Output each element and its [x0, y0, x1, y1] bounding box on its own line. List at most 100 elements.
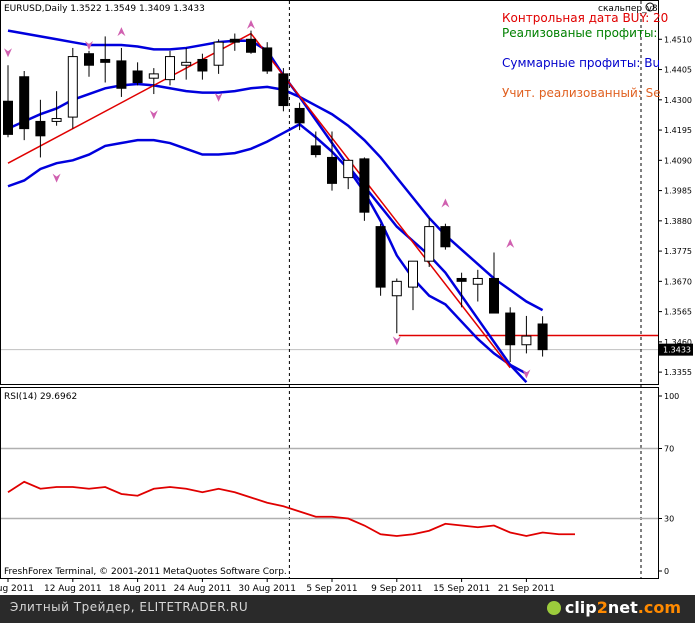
candle-body — [100, 58, 111, 63]
candle-21 — [343, 159, 354, 190]
signal-marker-down-5 — [214, 92, 223, 102]
signal-marker-down-10 — [522, 369, 531, 379]
candle-body — [51, 118, 62, 122]
rsi-label: RSI(14) 29.6962 — [4, 392, 77, 402]
candle-body — [343, 159, 354, 179]
candle-body — [294, 107, 305, 124]
candle-4 — [67, 47, 78, 129]
candle-body — [197, 58, 208, 72]
candle-5 — [84, 50, 94, 77]
candle-body — [262, 47, 273, 72]
candle-body — [35, 120, 46, 137]
footer-bar: Элитный Трейдер, ELITETRADER.RU clip2net… — [0, 595, 695, 623]
candle-body — [148, 73, 159, 79]
rsi-tick-label-2: 30 — [664, 515, 674, 524]
x-tick-label-3: 24 Aug 2011 — [174, 584, 232, 594]
candle-13 — [213, 39, 224, 74]
candle-body — [246, 38, 256, 53]
y-tick-label-10: 1.3460 — [664, 338, 692, 347]
lower-band-line — [7, 122, 527, 375]
rsi-panel — [0, 387, 659, 579]
middle-band-line — [7, 82, 544, 312]
candle-16 — [262, 42, 273, 74]
chart-canvas: 1.4510 1.4405 1.4300 1.4195 1.4090 1.3985 1.38… — [0, 0, 693, 594]
candle-1 — [19, 70, 30, 141]
candle-12 — [197, 53, 208, 80]
x-tick-label-7: 15 Sep 2011 — [433, 584, 490, 594]
candle-body — [537, 323, 548, 351]
candle-body — [181, 61, 192, 66]
candle-8 — [132, 62, 143, 86]
candle-body — [505, 312, 516, 346]
candle-29 — [472, 269, 483, 302]
clip2net-logo: clip2net.com — [546, 598, 681, 617]
y-tick-label-8: 1.3670 — [664, 277, 692, 286]
candle-body — [489, 277, 499, 314]
current-price-label: 1.3433 — [663, 346, 691, 355]
candle-18 — [294, 102, 305, 131]
x-tick-label-8: 21 Sep 2011 — [498, 584, 555, 594]
symbol-label: EURUSD,Daily 1.3522 1.3549 1.3409 1.3433 — [4, 4, 205, 14]
candle-20 — [327, 131, 337, 191]
y-tick-label-6: 1.3880 — [664, 217, 692, 226]
signal-marker-down-0 — [4, 48, 12, 58]
candle-23 — [375, 223, 386, 296]
candle-26 — [424, 217, 435, 267]
y-tick-label-4: 1.4090 — [664, 156, 692, 165]
candle-body — [391, 280, 402, 297]
logo-part-d: .com — [637, 598, 681, 617]
copyright-label: FreshForex Terminal, © 2001-2011 MetaQuo… — [4, 567, 287, 577]
signal-marker-down-4 — [149, 110, 158, 120]
candle-body — [359, 158, 370, 213]
candle-31 — [505, 307, 516, 363]
candle-3 — [51, 91, 62, 126]
candle-17 — [278, 68, 289, 112]
signal-marker-down-1 — [52, 173, 61, 183]
candle-body — [116, 60, 127, 89]
y-tick-label-11: 1.3355 — [664, 368, 692, 377]
rsi-tick-label-3: 0 — [664, 567, 669, 576]
candle-9 — [148, 68, 159, 95]
candle-body — [165, 56, 175, 81]
rsi-line — [7, 480, 575, 537]
x-tick-label-1: 12 Aug 2011 — [44, 584, 102, 594]
clip2net-arrow-icon — [546, 601, 561, 615]
candle-body — [67, 56, 78, 118]
candle-body — [327, 156, 337, 184]
y-tick-label-5: 1.3985 — [664, 187, 692, 196]
y-tick-label-1: 1.4405 — [664, 66, 692, 75]
y-tick-label-2: 1.4300 — [664, 96, 692, 105]
candle-0 — [3, 65, 13, 138]
candle-body — [456, 277, 467, 282]
candle-30 — [489, 252, 499, 314]
candle-body — [472, 277, 483, 285]
x-tick-label-4: 30 Aug 2011 — [238, 584, 296, 594]
annotation-total-profits: Суммарные профиты: Bu — [502, 56, 660, 70]
x-tick-label-6: 9 Sep 2011 — [371, 584, 422, 594]
current-price-box — [659, 343, 693, 356]
y-tick-label-3: 1.4195 — [664, 126, 692, 135]
candle-22 — [359, 157, 370, 221]
signal-marker-up-3 — [117, 27, 126, 37]
rsi-tick-label-1: 70 — [664, 445, 674, 454]
logo-part-c: net — [607, 598, 638, 617]
candle-body — [213, 41, 224, 66]
candle-24 — [391, 278, 402, 334]
trend-line-1 — [7, 32, 252, 164]
signal-marker-down-7 — [392, 336, 401, 346]
main-panel — [0, 0, 659, 385]
candle-10 — [165, 50, 175, 86]
candle-33 — [537, 316, 548, 357]
indicator-name-label: скальпер_v8 — [598, 4, 658, 14]
candle-body — [132, 70, 143, 84]
annotation-realized-profits: Реализованые профиты: — [502, 26, 657, 40]
logo-part-a: clip — [564, 598, 597, 617]
x-tick-label-5: 5 Sep 2011 — [306, 584, 357, 594]
y-tick-label-9: 1.3565 — [664, 308, 692, 317]
annotation-accounted-realized: Учит. реализованный: Se — [502, 86, 661, 100]
candle-body — [440, 226, 451, 248]
signal-marker-up-6 — [247, 19, 255, 29]
candle-2 — [35, 99, 46, 158]
candle-11 — [181, 47, 192, 80]
candle-6 — [100, 36, 111, 83]
